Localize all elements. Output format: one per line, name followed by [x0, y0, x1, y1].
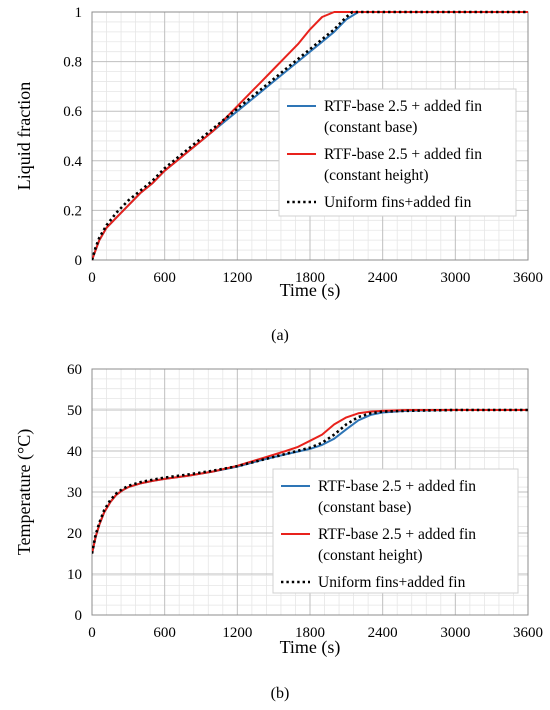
y-tick-label: 40	[67, 444, 82, 460]
y-tick-label: 0.6	[63, 104, 82, 120]
x-tick-label: 600	[153, 625, 176, 641]
legend-label: (constant base)	[324, 119, 417, 136]
legend: RTF-base 2.5 + added fin (constant base) R…	[278, 88, 517, 217]
x-axis-title: Time (s)	[280, 637, 341, 658]
legend-label: RTF-base 2.5 + added fin	[324, 146, 482, 163]
figure-caption: (a)	[271, 327, 289, 344]
x-tick-label: 600	[153, 270, 176, 286]
legend: RTF-base 2.5 + added fin (constant base) R…	[272, 468, 519, 594]
legend-label: RTF-base 2.5 + added fin	[324, 98, 482, 115]
y-axis-title: Liquid fraction	[14, 82, 34, 190]
x-tick-label: 0	[88, 625, 96, 641]
legend-box	[278, 88, 517, 217]
legend-label: (constant height)	[324, 167, 429, 184]
y-tick-label: 50	[67, 403, 82, 419]
series-line-3	[92, 10, 528, 261]
x-tick-label: 2400	[368, 625, 398, 641]
y-tick-label: 60	[67, 362, 82, 378]
plot-border	[91, 368, 529, 616]
y-axis-title: Temperature (°C)	[14, 429, 35, 555]
figure-caption: (b)	[271, 685, 290, 702]
legend-label: RTF-base 2.5 + added fin	[318, 526, 476, 543]
y-tick-label: 0.8	[63, 55, 82, 71]
x-tick-label: 1800	[295, 270, 325, 286]
x-tick-label: 3000	[440, 270, 470, 286]
series-line-3	[92, 408, 528, 554]
y-tick-label: 0.2	[63, 203, 82, 219]
x-tick-label: 2400	[368, 270, 398, 286]
y-tick-label: 0	[75, 253, 83, 269]
x-tick-label: 1200	[222, 270, 252, 286]
y-tick-label: 0.4	[63, 154, 82, 170]
legend-box	[272, 468, 519, 594]
y-tick-label: 10	[67, 567, 82, 583]
y-tick-label: 1	[75, 5, 83, 21]
x-tick-label: 1200	[222, 625, 252, 641]
series-line-2	[92, 11, 528, 261]
y-tick-label: 20	[67, 526, 82, 542]
chart-b-temperature: 0 600 1200 1800 2400 3000 3600 0 10 20 30 40 50 60 Tim…	[14, 362, 543, 702]
legend-label: RTF-base 2.5 + added fin	[318, 478, 476, 495]
legend-label: (constant height)	[318, 547, 423, 564]
plot-border	[91, 11, 529, 261]
x-tick-label: 3600	[513, 625, 543, 641]
x-tick-label: 1800	[295, 625, 325, 641]
legend-label: Uniform fins+added fin	[318, 574, 466, 591]
x-tick-label: 3600	[513, 270, 543, 286]
legend-label: (constant base)	[318, 499, 411, 516]
x-axis-title: Time (s)	[280, 280, 341, 301]
legend-label: Uniform fins+added fin	[324, 194, 472, 211]
chart-a-liquid-fraction: 0 600 1200 1800 2400 3000 3600 0 0.2 0.4 0.6 0.8 1 Ti…	[14, 5, 543, 344]
x-tick-label: 0	[88, 270, 96, 286]
y-tick-label: 30	[67, 485, 82, 501]
y-tick-label: 0	[75, 608, 83, 624]
x-tick-label: 3000	[440, 625, 470, 641]
